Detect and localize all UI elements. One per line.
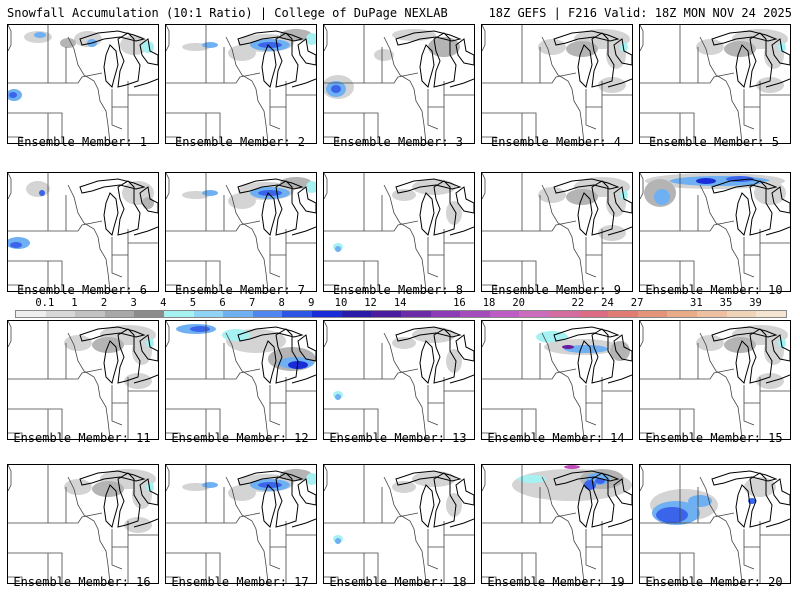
colorbar-swatch — [519, 311, 549, 317]
colorbar-swatch — [193, 311, 224, 317]
ensemble-member-label: Ensemble Member: 18 — [329, 575, 467, 589]
chart-title: Snowfall Accumulation (10:1 Ratio) | Col… — [7, 6, 448, 20]
colorbar — [15, 310, 787, 318]
colorbar-swatch — [45, 311, 76, 317]
colorbar-tick-label: 35 — [719, 297, 733, 309]
ensemble-map-6 — [7, 172, 159, 292]
colorbar-swatch — [341, 311, 372, 317]
colorbar-swatch — [460, 311, 490, 317]
colorbar-tick-label: 5 — [189, 297, 197, 309]
ensemble-map-8 — [323, 172, 475, 292]
colorbar-swatch — [548, 311, 579, 317]
ensemble-member-label: Ensemble Member: 8 — [332, 283, 464, 297]
colorbar-swatch — [371, 311, 401, 317]
colorbar-swatch — [16, 311, 46, 317]
colorbar-swatch — [667, 311, 698, 317]
ensemble-map-9 — [481, 172, 633, 292]
ensemble-map-3 — [323, 24, 475, 144]
colorbar-tick-label: 2 — [100, 297, 108, 309]
ensemble-member-label: Ensemble Member: 2 — [174, 135, 306, 149]
colorbar-tick-label: 22 — [571, 297, 585, 309]
ensemble-member-label: Ensemble Member: 1 — [16, 135, 148, 149]
colorbar-swatch — [578, 311, 609, 317]
ensemble-map-2 — [165, 24, 317, 144]
colorbar-tick-label: 4 — [160, 297, 167, 309]
colorbar-swatch — [164, 311, 194, 317]
colorbar-swatch — [489, 311, 520, 317]
ensemble-member-label: Ensemble Member: 16 — [13, 575, 151, 589]
colorbar-swatch — [430, 311, 461, 317]
colorbar-swatch — [637, 311, 668, 317]
ensemble-map-16 — [7, 464, 159, 584]
colorbar-tick-label: 39 — [749, 297, 762, 309]
colorbar-tick-label: 6 — [219, 297, 226, 309]
ensemble-member-label: Ensemble Member: 9 — [490, 283, 622, 297]
ensemble-map-10 — [639, 172, 791, 292]
colorbar-swatch — [312, 311, 342, 317]
colorbar-swatch — [756, 311, 786, 317]
ensemble-member-label: Ensemble Member: 19 — [487, 575, 625, 589]
ensemble-member-label: Ensemble Member: 5 — [648, 135, 780, 149]
colorbar-tick-label: 8 — [278, 297, 285, 309]
ensemble-member-label: Ensemble Member: 6 — [16, 283, 148, 297]
colorbar-tick-label: 12 — [364, 297, 377, 309]
colorbar-tick-label: 14 — [393, 297, 407, 309]
ensemble-member-label: Ensemble Member: 4 — [490, 135, 622, 149]
ensemble-map-1 — [7, 24, 159, 144]
ensemble-member-label: Ensemble Member: 10 — [645, 283, 783, 297]
ensemble-map-7 — [165, 172, 317, 292]
ensemble-map-5 — [639, 24, 791, 144]
colorbar-tick-label: 0.1 — [35, 297, 55, 309]
colorbar-tick-label: 1 — [71, 297, 78, 309]
colorbar-swatch — [726, 311, 757, 317]
colorbar-tick-label: 9 — [308, 297, 315, 309]
ensemble-map-17 — [165, 464, 317, 584]
colorbar-swatch — [400, 311, 431, 317]
colorbar-tick-label: 27 — [630, 297, 644, 309]
colorbar-tick-label: 24 — [601, 297, 614, 309]
colorbar-tick-label: 20 — [512, 297, 525, 309]
colorbar-tick-label: 7 — [248, 297, 256, 309]
ensemble-map-20 — [639, 464, 791, 584]
colorbar-tick-label: 3 — [130, 297, 137, 309]
ensemble-map-4 — [481, 24, 633, 144]
colorbar-tick-label: 18 — [482, 297, 496, 309]
ensemble-member-label: Ensemble Member: 12 — [171, 431, 309, 445]
colorbar-tick-label: 10 — [334, 297, 348, 309]
ensemble-map-19 — [481, 464, 633, 584]
colorbar-swatch — [75, 311, 105, 317]
ensemble-map-12 — [165, 320, 317, 440]
ensemble-map-18 — [323, 464, 475, 584]
ensemble-member-label: Ensemble Member: 3 — [332, 135, 464, 149]
ensemble-member-label: Ensemble Member: 20 — [645, 575, 783, 589]
colorbar-swatch — [282, 311, 313, 317]
ensemble-map-13 — [323, 320, 475, 440]
model-valid-time: 18Z GEFS | F216 Valid: 18Z MON NOV 24 20… — [488, 6, 792, 20]
ensemble-member-label: Ensemble Member: 11 — [13, 431, 151, 445]
ensemble-map-14 — [481, 320, 633, 440]
ensemble-member-label: Ensemble Member: 14 — [487, 431, 625, 445]
colorbar-tick-label: 16 — [453, 297, 466, 309]
ensemble-member-label: Ensemble Member: 13 — [329, 431, 467, 445]
colorbar-tick-label: 31 — [690, 297, 703, 309]
colorbar-swatch — [608, 311, 638, 317]
colorbar-swatch — [697, 311, 727, 317]
colorbar-swatch — [252, 311, 283, 317]
ensemble-member-label: Ensemble Member: 15 — [645, 431, 783, 445]
colorbar-swatch — [134, 311, 165, 317]
ensemble-map-15 — [639, 320, 791, 440]
ensemble-map-11 — [7, 320, 159, 440]
colorbar-swatch — [104, 311, 135, 317]
ensemble-member-label: Ensemble Member: 7 — [174, 283, 306, 297]
colorbar-swatch — [223, 311, 253, 317]
ensemble-member-label: Ensemble Member: 17 — [171, 575, 309, 589]
